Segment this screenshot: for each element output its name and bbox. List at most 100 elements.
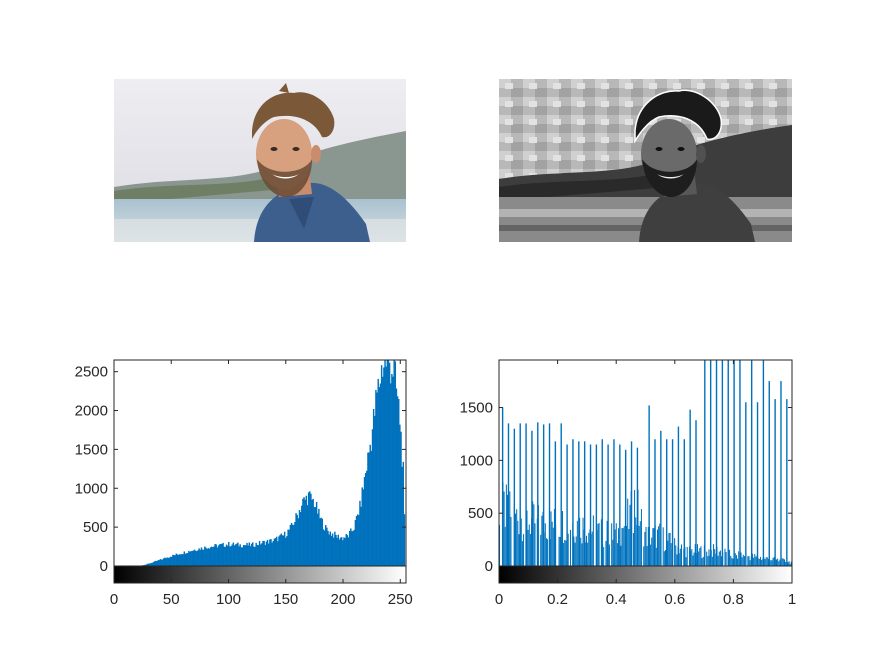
histogram-bar [277,541,279,566]
histogram-bar [629,504,631,566]
hist-right-xtick-label: 0.2 [547,591,568,608]
histogram-bar [226,545,229,566]
histogram-bar [647,527,649,566]
histogram-bar [338,539,341,566]
histogram-bar [325,525,327,566]
histogram-bar [340,537,343,566]
histogram-bar [390,383,392,566]
histogram-bar [575,536,577,566]
hist-right-xtick-label: 0.6 [664,591,685,608]
histogram-bar [521,541,523,566]
histogram-bar [185,553,188,566]
histogram-bar [169,556,172,566]
histogram-bar [764,559,766,566]
histogram-spike [501,407,504,566]
histogram-bar [382,376,384,566]
histogram-bar [286,536,288,566]
histogram-bar [252,542,254,566]
histogram-bar [256,544,259,566]
histogram-spike [507,423,510,566]
histogram-bar [379,383,382,566]
histogram-bar [623,526,625,566]
hist-right-axes-box [498,359,793,567]
histogram-bar [755,556,757,566]
histogram-bar [205,547,207,566]
histogram-bar [401,466,403,566]
histogram-bar [366,470,368,566]
hist-left-ytick-label: 1000 [75,480,108,497]
histogram-spike [715,360,718,566]
histogram-bar [753,557,755,566]
histogram-bar [209,547,212,566]
histogram-bar [711,556,713,566]
histogram-bar [785,561,787,566]
histogram-bar [194,550,197,566]
histogram-bar [402,461,405,566]
histogram-bar [344,537,346,566]
histogram-bar [192,550,195,566]
histogram-bar [517,520,519,566]
histogram-bar [561,511,563,566]
histogram-bar [532,501,534,566]
histogram-bar [152,562,155,566]
histogram-bar [691,549,693,566]
histogram-bar [656,529,658,566]
hist-right-xtick-label: 0.4 [606,591,627,608]
histogram-bar [204,546,206,566]
histogram-bar [680,544,683,566]
histogram-bar [686,546,688,566]
histogram-bar [193,549,196,566]
histogram-bar [708,549,710,566]
histogram-bar [545,538,547,566]
histogram-bar [174,555,176,566]
histogram-bar [766,557,768,566]
histogram-bar [322,529,325,566]
histogram-bar [299,512,302,566]
hist-left-ytick-label: 2000 [75,403,108,420]
histogram-bar [225,544,228,566]
histogram-bar [335,534,337,566]
histogram-spike [589,444,592,566]
histogram-bar [326,527,328,566]
histogram-bar [598,522,600,566]
histogram-bar [734,553,736,566]
histogram-bar [260,544,262,566]
histogram-bar [214,544,216,566]
histogram-bar [261,543,263,566]
hist-left-xtick-label: 200 [331,591,356,608]
histogram-bar [600,519,602,566]
histogram-bar [499,524,501,566]
histogram-bar [359,500,361,566]
histogram-bar [615,523,617,566]
equalized-photo [499,79,792,242]
histogram-bar [233,545,236,566]
histogram-bar [748,556,750,566]
histogram-bar [507,494,509,566]
histogram-bar [591,531,593,566]
histogram-bar [551,521,553,566]
histogram-bar [197,550,199,566]
histogram-spike [671,439,674,566]
histogram-bar [664,550,666,566]
histogram-bar [245,545,247,566]
histogram-spike [537,422,539,566]
histogram-bar [611,523,613,566]
histogram-bar [155,560,157,566]
histogram-bar [719,550,721,566]
histogram-bar [699,548,701,566]
histogram-bar [343,537,345,566]
histogram-bar [264,544,266,566]
histogram-bar [317,513,319,566]
histogram-bar [529,533,531,566]
histogram-bar [731,557,733,566]
histogram-bar [701,558,703,566]
histogram-bar [249,546,252,566]
histogram-bar [713,544,715,566]
histogram-spike [601,439,603,566]
histogram-bar [707,556,709,566]
histogram-bar [747,556,749,566]
histogram-bar [269,539,271,566]
histogram-bar [725,551,727,566]
histogram-spike [636,447,639,566]
